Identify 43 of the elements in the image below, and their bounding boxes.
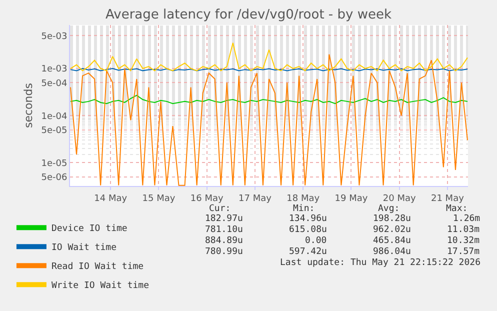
text: 962.02u [373, 225, 411, 235]
y-tick-label: 1e-04 [41, 112, 68, 122]
x-tick-label: 14 May [94, 194, 128, 204]
text: 182.97u [205, 214, 243, 224]
text: 780.99u [205, 247, 243, 257]
text: 11.03m [447, 225, 480, 235]
legend-label: IO Wait time [51, 243, 116, 254]
text: Avg: [378, 204, 400, 214]
y-tick-label: 5e-03 [41, 32, 68, 42]
x-tick-label: 16 May [190, 194, 224, 204]
x-tick-label: 17 May [238, 194, 272, 204]
y-tick-label: 5e-04 [41, 78, 68, 89]
text: 986.04u [373, 247, 411, 257]
text: Cur: [209, 204, 231, 214]
y-tick-label: 5e-06 [41, 173, 68, 184]
line-series [70, 94, 468, 104]
text: 615.08u [289, 225, 327, 235]
text: Last update: Thu May 21 22:15:22 2026 [280, 258, 480, 268]
text: 17.57m [447, 247, 480, 257]
y-axis-title: seconds [22, 82, 35, 128]
text: 198.28u [373, 214, 411, 224]
x-tick-label: 21 May [430, 194, 465, 204]
text: Min: [293, 204, 315, 214]
chart-title: Average latency for /dev/vg0/root - by week [106, 8, 392, 23]
legend-label: Write IO Wait time [51, 281, 150, 292]
text: 10.32m [447, 236, 480, 246]
x-tick-label: 15 May [142, 194, 176, 204]
text: 0.00 [305, 236, 327, 246]
x-tick-label: 19 May [334, 194, 368, 204]
legend-label: Read IO Wait time [51, 262, 144, 272]
y-tick-label: 5e-05 [41, 126, 68, 136]
text: 465.84u [373, 236, 411, 246]
text: 134.96u [289, 214, 327, 224]
legend-label: Device IO time [51, 224, 128, 234]
x-tick-label: 20 May [382, 194, 416, 204]
y-tick-label: 1e-05 [41, 158, 68, 169]
text: 884.89u [205, 236, 243, 246]
text: Max: [446, 204, 468, 214]
y-tick-label: 1e-03 [41, 64, 68, 75]
text: 597.42u [289, 247, 327, 257]
x-tick-label: 18 May [286, 194, 320, 204]
text: 781.10u [205, 225, 243, 235]
text: 1.26m [453, 214, 480, 224]
